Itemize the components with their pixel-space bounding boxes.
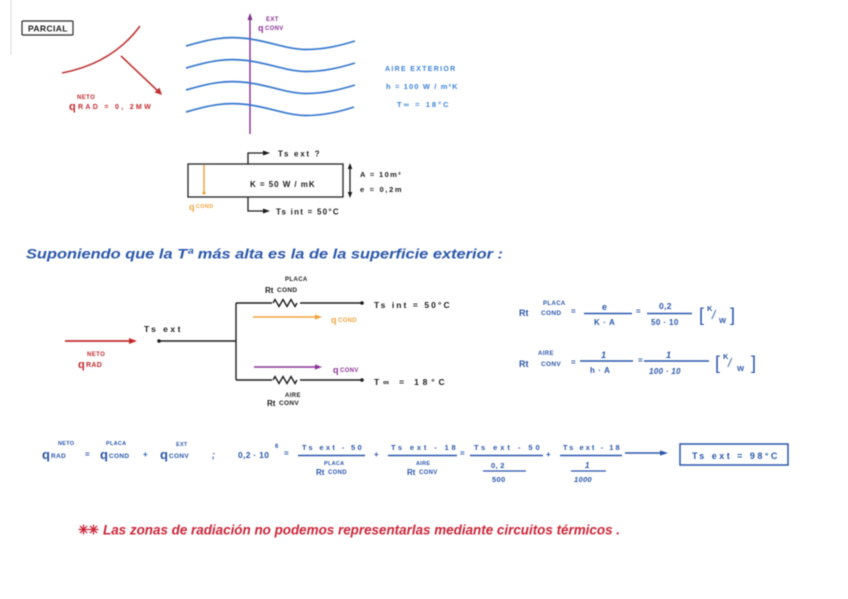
svg-text:EXT: EXT: [266, 17, 279, 23]
svg-text:100 · 10: 100 · 10: [649, 367, 681, 376]
svg-text:]: ]: [751, 353, 756, 373]
svg-text:q: q: [333, 365, 339, 375]
svg-text:PLACA: PLACA: [324, 461, 344, 467]
svg-text:CONV: CONV: [169, 453, 189, 460]
svg-text:Ts ext - 18: Ts ext - 18: [391, 443, 456, 452]
svg-text:1: 1: [585, 461, 590, 470]
svg-text:e = 0,2m: e = 0,2m: [360, 185, 402, 194]
svg-text:6: 6: [275, 444, 279, 450]
svg-text:Ts ext = 98°C: Ts ext = 98°C: [692, 451, 778, 461]
svg-text:+: +: [143, 450, 148, 459]
svg-text:AIRE: AIRE: [416, 461, 430, 467]
svg-text:Rt: Rt: [519, 359, 529, 369]
svg-text:[: [: [715, 353, 720, 373]
svg-text:COND: COND: [109, 453, 129, 460]
svg-text:=: =: [636, 307, 641, 316]
svg-text:K · A: K · A: [594, 318, 615, 327]
svg-text:]: ]: [730, 305, 735, 325]
svg-text:Suponiendo que la Tª más a: Suponiendo que la Tª más alta es la de l…: [26, 246, 503, 262]
svg-text:AIRE EXTERIOR: AIRE EXTERIOR: [385, 66, 456, 73]
svg-text:K = 50 W / mK: K = 50 W / mK: [250, 180, 315, 189]
svg-text:Ts ext - 18: Ts ext - 18: [563, 443, 620, 452]
svg-text:PLACA: PLACA: [543, 301, 566, 307]
svg-text:RAD: RAD: [86, 362, 102, 369]
svg-text:1: 1: [666, 350, 671, 360]
svg-text:Rt: Rt: [267, 399, 276, 408]
svg-text:NETO: NETO: [87, 352, 105, 358]
svg-text:COND: COND: [196, 204, 213, 210]
svg-text:NETO: NETO: [58, 441, 75, 447]
svg-text:Rt: Rt: [265, 286, 274, 295]
svg-text:0, 2: 0, 2: [491, 461, 505, 470]
svg-text:h · A: h · A: [590, 366, 610, 375]
svg-text:K: K: [707, 304, 713, 313]
svg-text:q: q: [331, 315, 337, 325]
svg-text:;: ;: [212, 450, 215, 460]
svg-text:+: +: [374, 450, 379, 459]
svg-text:q: q: [160, 447, 168, 462]
svg-text:PARCIAL: PARCIAL: [28, 24, 68, 34]
svg-text:COND: COND: [541, 310, 561, 317]
svg-text:=: =: [460, 449, 465, 458]
svg-text:=: =: [85, 450, 90, 459]
svg-text:CONV: CONV: [541, 361, 561, 368]
svg-text:COND: COND: [277, 287, 297, 294]
svg-text:W: W: [719, 316, 727, 325]
svg-text:COND: COND: [338, 318, 357, 324]
svg-text:+: +: [546, 450, 551, 459]
svg-text:1000: 1000: [574, 475, 592, 484]
svg-text:q: q: [42, 447, 50, 462]
svg-text:RAD: RAD: [51, 453, 66, 460]
svg-text:Ts int = 50°C: Ts int = 50°C: [374, 300, 450, 310]
svg-text:q: q: [78, 359, 85, 371]
svg-text:EXT: EXT: [176, 442, 188, 448]
svg-text:RAD = 0, 2MW: RAD = 0, 2MW: [78, 104, 151, 111]
svg-text:Las zonas de radiación no: Las zonas de radiación no podemos repres…: [103, 523, 620, 538]
svg-text:/: /: [727, 356, 733, 370]
svg-text:Rt: Rt: [316, 468, 325, 477]
svg-text:Ts int = 50°C: Ts int = 50°C: [276, 208, 339, 217]
svg-text:CONV: CONV: [265, 26, 284, 32]
svg-text:A = 10m²: A = 10m²: [360, 170, 401, 179]
svg-text:e: e: [602, 302, 607, 312]
svg-text:h = 100 W / m²K: h = 100 W / m²K: [386, 82, 458, 91]
svg-text:COND: COND: [328, 470, 347, 476]
svg-text:=: =: [571, 358, 576, 367]
svg-text:CONV: CONV: [340, 368, 359, 374]
svg-text:0,2 · 10: 0,2 · 10: [238, 450, 269, 460]
svg-text:=: =: [284, 449, 289, 458]
svg-text:=: =: [638, 356, 643, 365]
svg-text:Ts ext ?: Ts ext ?: [278, 150, 320, 159]
svg-text:Ts ext - 50: Ts ext - 50: [474, 443, 540, 452]
svg-text:q: q: [69, 101, 76, 113]
svg-text:50 · 10: 50 · 10: [651, 318, 679, 327]
svg-text:q: q: [100, 447, 108, 462]
svg-text:AIRE: AIRE: [285, 393, 301, 399]
svg-text:PLACA: PLACA: [285, 277, 308, 283]
svg-text:0,2: 0,2: [659, 301, 672, 311]
svg-text:Rt: Rt: [519, 308, 529, 318]
svg-text:K: K: [723, 352, 729, 361]
svg-text:CONV: CONV: [419, 470, 438, 476]
svg-text:PLACA: PLACA: [106, 441, 126, 447]
svg-text:NETO: NETO: [77, 95, 95, 101]
svg-text:AIRE: AIRE: [538, 351, 554, 357]
svg-text:Ts ext - 50: Ts ext - 50: [302, 443, 362, 452]
svg-text:1: 1: [601, 350, 606, 360]
svg-text:/: /: [711, 308, 717, 322]
svg-text:CONV: CONV: [279, 400, 299, 407]
svg-text:Ts ext: Ts ext: [144, 324, 181, 334]
svg-text:[: [: [699, 305, 704, 325]
svg-text:W: W: [737, 364, 745, 373]
svg-text:=: =: [571, 307, 576, 316]
svg-text:Rt: Rt: [407, 468, 416, 477]
svg-text:T∞ = 18°C: T∞ = 18°C: [374, 377, 445, 387]
svg-text:q: q: [189, 202, 195, 212]
svg-text:500: 500: [492, 475, 505, 484]
svg-text:q: q: [258, 23, 264, 33]
svg-text:T∞ = 18°C: T∞ = 18°C: [397, 100, 449, 109]
